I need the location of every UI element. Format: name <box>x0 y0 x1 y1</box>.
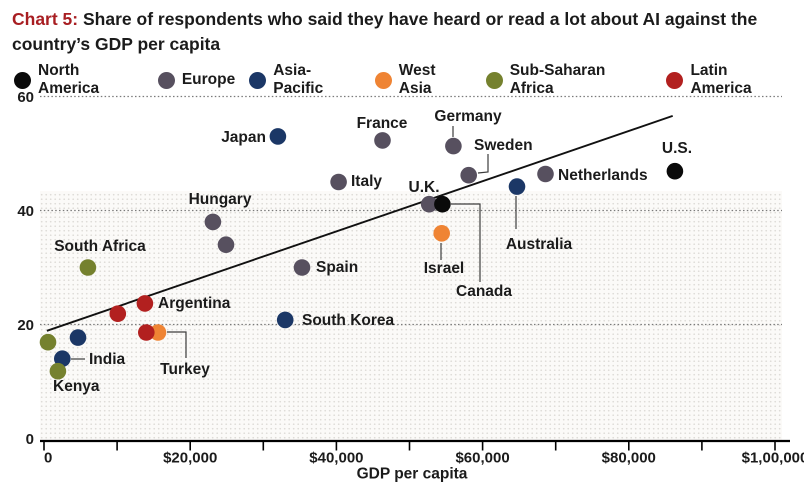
y-tick-label-20: 20 <box>17 317 34 334</box>
legend-label: Asia-Pacific <box>273 62 324 97</box>
legend-label: Latin America <box>690 62 752 97</box>
country-label-sweden: Sweden <box>474 137 533 154</box>
legend-item-sub-saharan-africa: Sub-Saharan Africa <box>485 62 653 98</box>
country-label-u-s: U.S. <box>662 140 692 157</box>
country-label-france: France <box>357 115 408 132</box>
legend-item-asia-pacific: Asia-Pacific <box>249 62 361 98</box>
point-kenya <box>49 362 67 380</box>
legend-label: North America <box>38 62 100 97</box>
legend: North America Europe Asia-Pacific West Asia… <box>0 56 804 98</box>
chart-title-text: Share of respondents who said they have … <box>12 9 758 54</box>
legend-dot-latin-america <box>666 71 684 89</box>
country-label-germany: Germany <box>434 108 502 125</box>
legend-item-latin-america: Latin America <box>666 62 792 98</box>
point-south-korea <box>276 311 294 329</box>
country-label-india: India <box>89 351 126 368</box>
point-italy <box>330 173 347 191</box>
country-label-south-africa: South Africa <box>54 238 146 255</box>
point-unlabeled-europe <box>217 236 235 253</box>
legend-item-europe: Europe <box>157 71 236 89</box>
country-label-japan: Japan <box>221 129 266 146</box>
country-label-australia: Australia <box>506 236 573 253</box>
x-tick-label-60000: $60,000 <box>455 450 509 467</box>
country-label-spain: Spain <box>316 259 358 276</box>
point-india <box>54 350 71 368</box>
chart-number: Chart 5: <box>12 9 79 29</box>
point-sweden <box>460 166 478 184</box>
shaded-band <box>40 191 782 441</box>
x-axis-title: GDP per capita <box>357 466 468 483</box>
country-label-italy: Italy <box>351 173 382 190</box>
legend-dot-europe <box>157 71 175 89</box>
x-tick-label-80000: $80,000 <box>602 450 656 467</box>
trend-line <box>46 115 674 332</box>
leader-line-canada <box>451 203 481 282</box>
point-spain <box>293 259 311 276</box>
point-u-s <box>666 162 684 180</box>
x-tick-label-40000: $40,000 <box>309 450 363 467</box>
point-unlabeled-sub-saharan-africa <box>39 333 57 351</box>
leader-line-sweden <box>477 154 489 174</box>
point-japan <box>269 128 287 145</box>
x-tick-label-100000: $1,00,000 <box>742 450 804 467</box>
country-label-canada: Canada <box>456 283 512 300</box>
point-unlabeled-latin-america <box>138 324 155 341</box>
x-tick-label-20000: $20,000 <box>163 450 217 467</box>
point-hungary <box>204 213 222 231</box>
country-label-hungary: Hungary <box>189 191 252 208</box>
legend-label: West Asia <box>398 62 436 97</box>
legend-label: Europe <box>181 71 236 88</box>
point-germany <box>445 137 462 155</box>
point-france <box>374 132 391 149</box>
country-label-u-k: U.K. <box>409 179 440 196</box>
legend-dot-west-asia <box>374 71 392 89</box>
point-israel <box>433 225 451 242</box>
country-label-argentina: Argentina <box>158 295 231 312</box>
point-unlabeled-asia-pacific <box>69 329 87 346</box>
point-unlabeled-latin-america <box>109 305 127 323</box>
point-argentina <box>136 295 154 312</box>
legend-item-north-america: North America <box>14 62 144 98</box>
legend-dot-sub-saharan-africa <box>485 71 503 89</box>
legend-label: Sub-Saharan Africa <box>509 62 606 97</box>
point-netherlands <box>537 165 554 183</box>
legend-item-west-asia: West Asia <box>374 62 472 98</box>
chart-title: Chart 5: Share of respondents who said t… <box>0 0 802 56</box>
country-label-israel: Israel <box>424 260 465 277</box>
point-canada <box>434 195 451 213</box>
country-label-turkey: Turkey <box>160 361 210 378</box>
point-south-africa <box>79 259 97 276</box>
legend-dot-north-america <box>14 71 31 89</box>
country-label-kenya: Kenya <box>53 378 100 395</box>
x-tick-label-0: 0 <box>44 450 52 467</box>
y-tick-label-40: 40 <box>17 203 34 220</box>
point-u-k <box>420 195 438 213</box>
point-australia <box>508 178 526 195</box>
point-turkey <box>149 324 167 341</box>
country-label-south-korea: South Korea <box>302 312 395 329</box>
legend-dot-asia-pacific <box>249 71 267 89</box>
y-tick-label-60: 60 <box>17 89 34 106</box>
y-tick-label-0: 0 <box>26 431 34 448</box>
leader-line-turkey <box>167 331 187 358</box>
country-label-netherlands: Netherlands <box>558 167 648 184</box>
